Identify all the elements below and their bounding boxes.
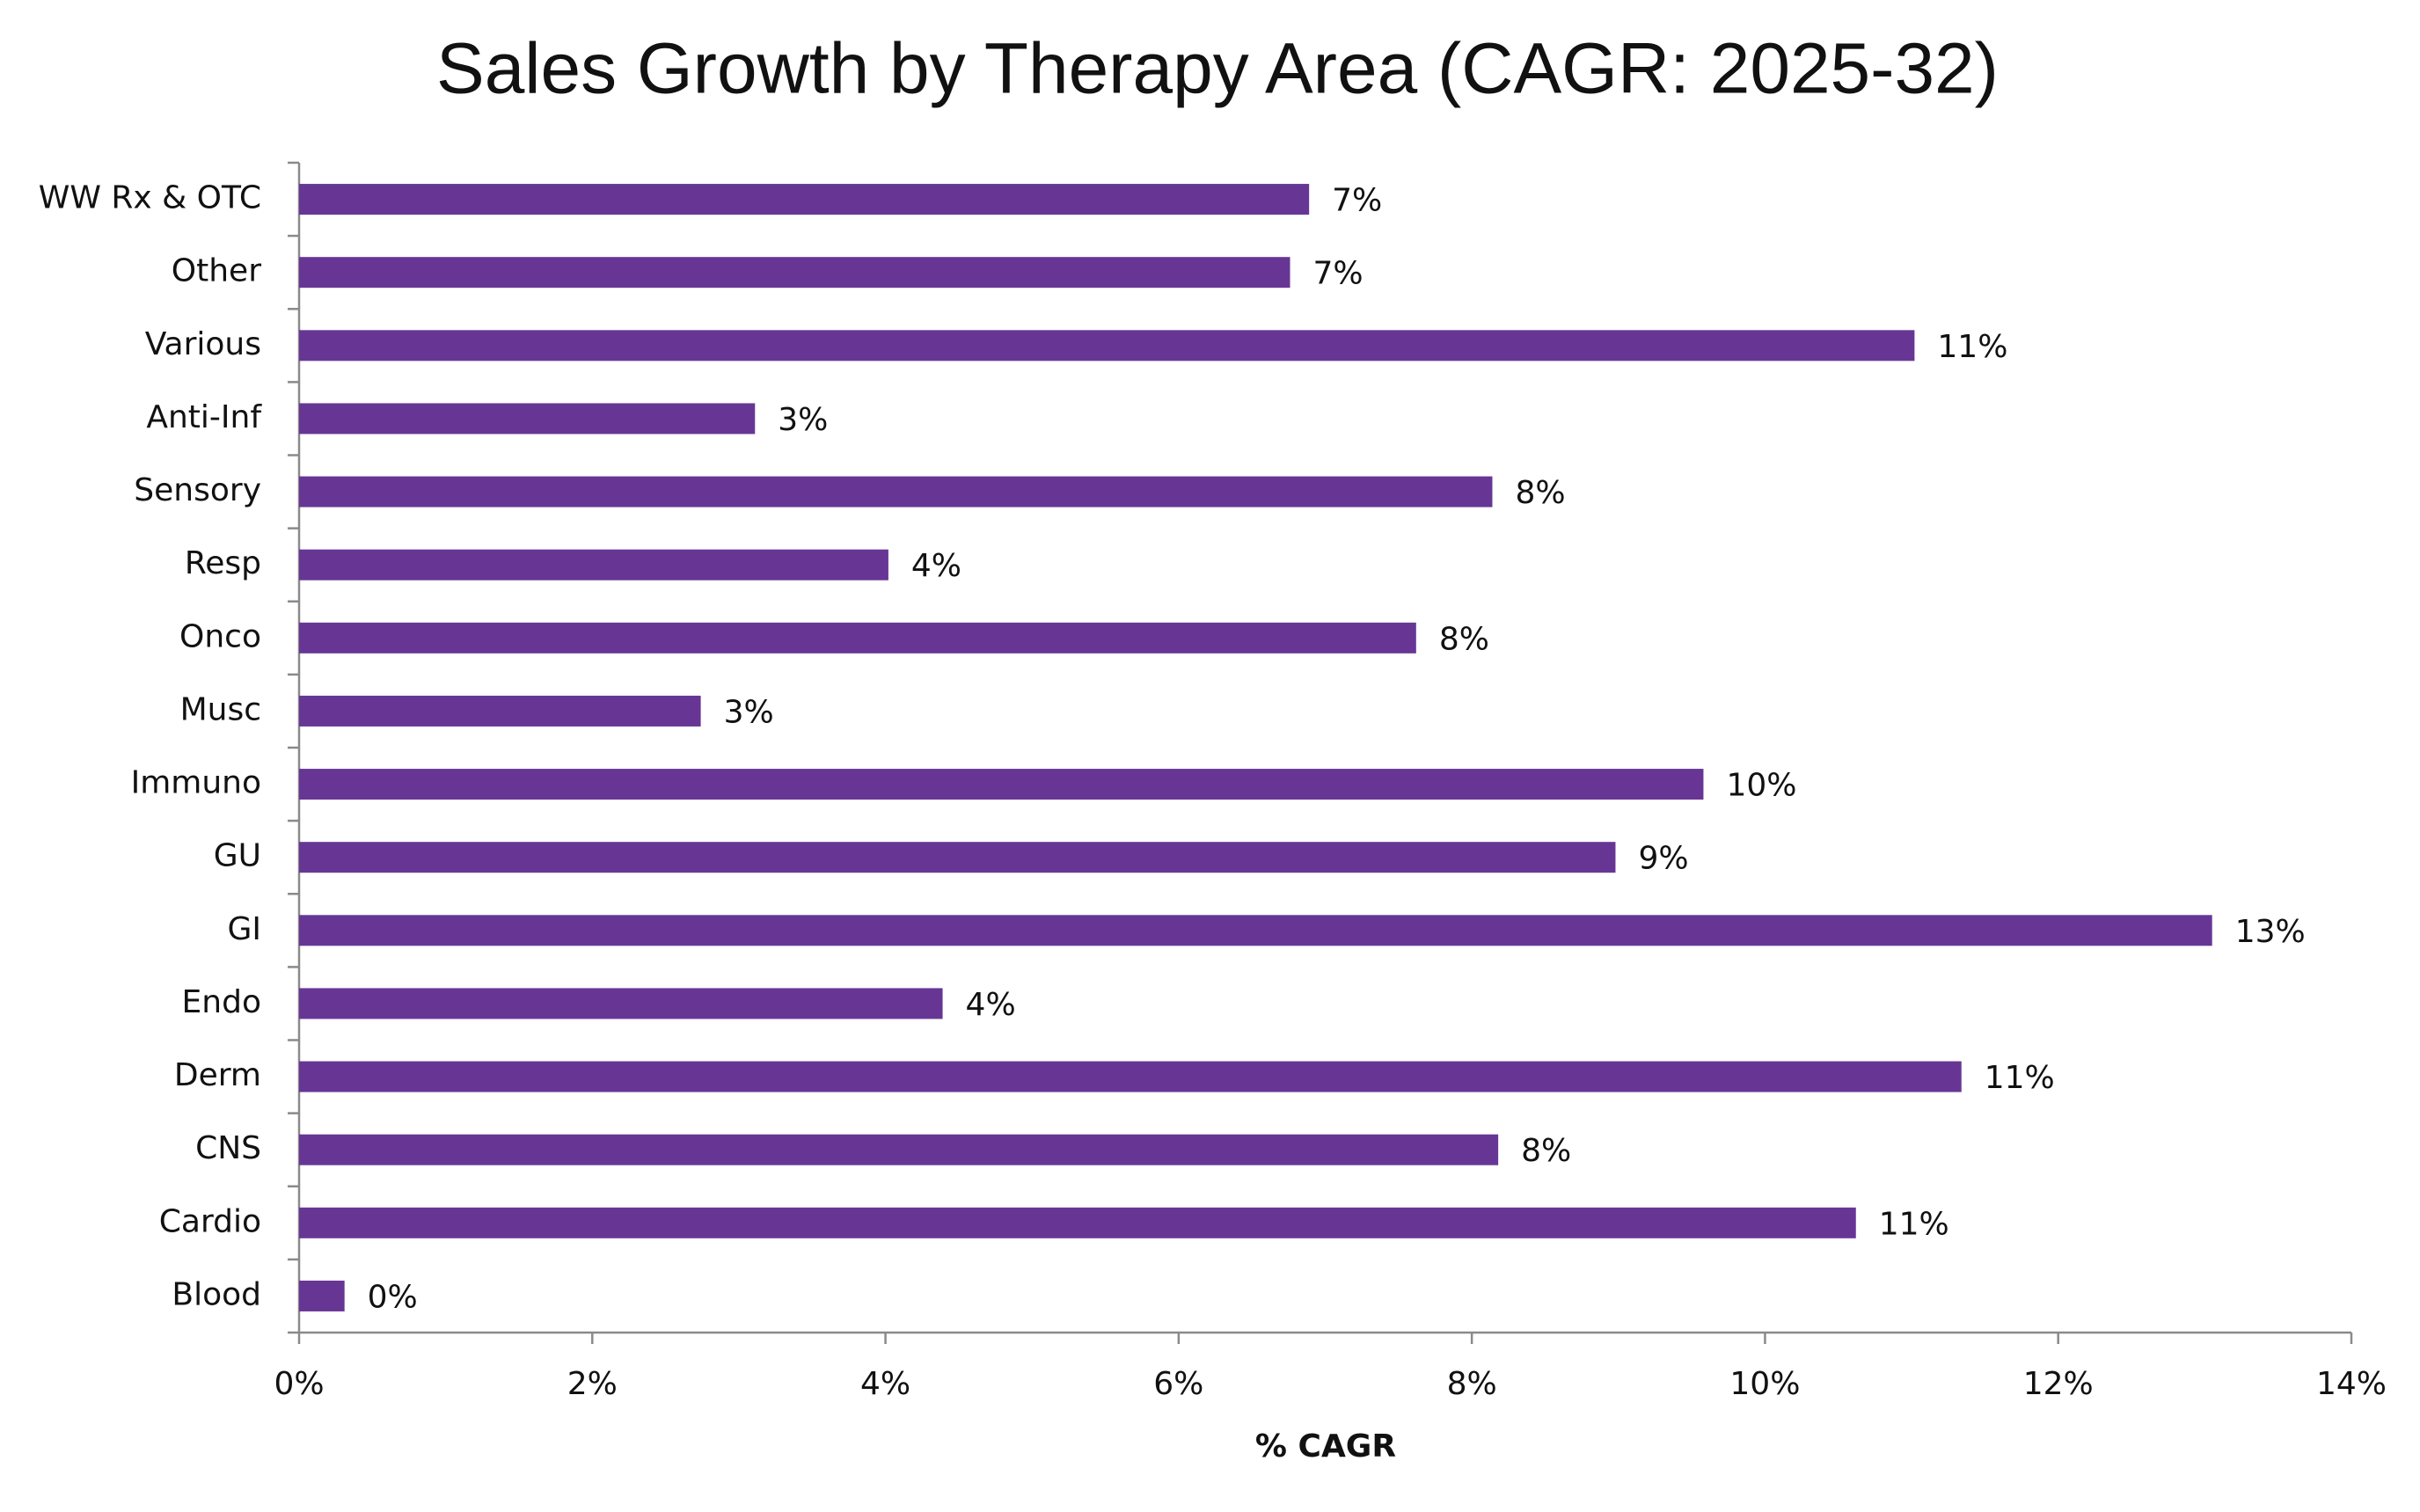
y-tick-label: Sensory [134,472,261,508]
bar [299,1207,1856,1238]
y-tick-label: Resp [185,545,261,581]
data-label: 4% [966,987,1016,1023]
data-label: 8% [1439,621,1489,657]
bar [299,184,1310,215]
y-tick-label: CNS [195,1130,261,1166]
data-label: 9% [1638,841,1688,877]
x-tick-label: 12% [2023,1366,2094,1402]
data-label: 13% [2235,914,2306,950]
y-tick-label: GU [214,838,261,874]
x-tick-label: 10% [1729,1366,1800,1402]
data-label: 8% [1521,1133,1571,1169]
y-tick-label: GI [227,911,261,947]
bar [299,1280,345,1311]
y-tick-label: WW Rx & OTC [39,180,261,216]
x-axis-title: % CAGR [1255,1428,1396,1465]
chart-title: Sales Growth by Therapy Area (CAGR: 2025… [436,29,1999,109]
data-label: 7% [1313,256,1364,292]
data-label: 8% [1515,475,1565,511]
y-tick-label: Other [172,253,261,289]
bar [299,476,1493,508]
bar [299,988,943,1019]
data-label: 10% [1726,768,1796,804]
y-tick-label: Anti-Inf [146,399,262,435]
bar [299,257,1290,289]
data-label: 3% [778,402,828,438]
y-tick-label: Immuno [131,765,261,801]
data-label: 4% [911,548,961,584]
x-tick-label: 0% [274,1366,324,1402]
x-tick-label: 6% [1153,1366,1203,1402]
data-label: 11% [1879,1206,1949,1242]
x-tick-label: 4% [860,1366,910,1402]
bar [299,842,1616,873]
bar [299,549,888,581]
data-label: 7% [1332,183,1382,219]
y-tick-label: Cardio [159,1203,261,1239]
bar [299,622,1416,654]
y-tick-label: Endo [182,984,261,1020]
y-tick-label: Musc [180,691,261,727]
y-tick-label: Onco [179,618,261,654]
bar [299,1061,1962,1092]
bar [299,1134,1499,1165]
y-tick-label: Derm [174,1057,261,1093]
y-tick-label: Various [145,326,261,362]
data-label: 3% [724,694,774,730]
y-tick-label: Blood [172,1276,261,1312]
x-tick-label: 2% [567,1366,618,1402]
data-label: 11% [1985,1060,2055,1096]
bar [299,769,1704,800]
bar [299,330,1915,362]
data-label: 11% [1937,329,2007,365]
bar [299,695,701,727]
x-tick-label: 8% [1447,1366,1497,1402]
bar [299,403,756,435]
x-tick-label: 14% [2316,1366,2387,1402]
data-label: 0% [368,1279,418,1315]
bar [299,915,2212,946]
